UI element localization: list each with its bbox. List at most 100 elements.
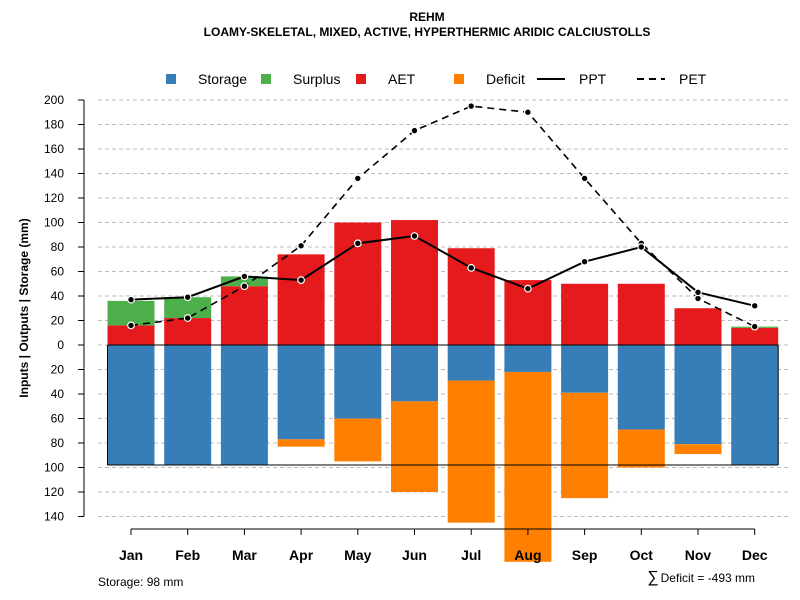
y-tick-label: 20	[51, 314, 65, 328]
ppt-point	[694, 288, 702, 297]
deficit-bar	[674, 444, 722, 455]
y-tick-label: 0	[57, 338, 64, 352]
legend-swatch	[166, 74, 176, 84]
x-tick-label: Mar	[232, 547, 257, 563]
storage-bar	[391, 345, 438, 402]
storage-bar	[164, 345, 212, 466]
ppt-point	[183, 293, 192, 302]
aet-bar	[277, 254, 325, 345]
pet-point	[183, 314, 192, 322]
x-axis: Jan Feb Mar Apr May Jun Jul Aug Sep Oct Nov Dec	[119, 528, 768, 563]
ppt-point	[297, 276, 306, 284]
sum-symbol: ∑	[647, 569, 658, 586]
x-tick-label: Jun	[402, 547, 427, 563]
deficit-bar	[277, 439, 325, 447]
y-tick-label: 80	[51, 436, 65, 450]
y-tick-label: 60	[51, 412, 65, 426]
y-tick-label: 140	[44, 510, 64, 524]
chart-title: REHM	[409, 10, 444, 24]
legend-label: AET	[388, 71, 416, 87]
legend-label: PPT	[579, 71, 607, 87]
x-tick-label: Aug	[514, 547, 541, 563]
ppt-line	[130, 234, 755, 307]
x-tick-label: Jan	[119, 547, 143, 563]
pet-line	[130, 105, 756, 328]
pet-point	[410, 126, 419, 135]
deficit-note: ∑ Deficit = -493 mm	[647, 569, 755, 586]
y-tick-label: 180	[44, 118, 64, 132]
bars-group	[107, 220, 779, 562]
ppt-point	[524, 284, 532, 293]
y-tick-label: 160	[44, 142, 64, 156]
x-tick-label: Feb	[175, 547, 200, 563]
x-tick-label: Nov	[685, 547, 712, 563]
surplus-bar	[220, 276, 268, 287]
storage-bar	[277, 345, 325, 440]
x-tick-label: Oct	[630, 547, 654, 563]
storage-bar	[447, 345, 495, 381]
y-tick-label: 40	[51, 387, 65, 401]
legend-label: Surplus	[293, 71, 340, 87]
y-tick-label: 200	[44, 93, 64, 107]
x-tick-label: Sep	[572, 547, 598, 563]
storage-bar	[220, 345, 268, 466]
ppt-point	[580, 257, 589, 266]
ppt-point	[127, 295, 135, 304]
y-tick-label: 120	[44, 191, 64, 205]
aet-bar	[731, 327, 779, 345]
deficit-bar	[561, 392, 609, 499]
storage-bar	[561, 345, 609, 393]
aet-bar	[164, 318, 212, 345]
storage-bar	[731, 345, 779, 466]
deficit-bar	[617, 429, 665, 468]
ppt-point	[750, 301, 759, 310]
storage-bar	[107, 345, 155, 466]
surplus-bar	[107, 300, 155, 326]
storage-bar	[674, 345, 722, 445]
y-tick-label: 60	[51, 265, 65, 279]
aet-bar	[674, 308, 722, 345]
y-tick-label: 80	[51, 240, 65, 254]
legend-label: Deficit	[486, 71, 525, 87]
lines-group	[127, 102, 759, 331]
ppt-point	[240, 272, 249, 281]
deficit-text: Deficit = -493 mm	[661, 571, 755, 585]
legend-label: PET	[679, 71, 707, 87]
pet-point	[297, 241, 306, 250]
legend-swatch	[261, 74, 271, 84]
aet-bar	[220, 286, 268, 345]
y-tick-label: 20	[51, 363, 65, 377]
pet-point	[524, 108, 532, 117]
x-tick-label: Dec	[742, 547, 768, 563]
x-tick-label: May	[344, 547, 371, 563]
deficit-bar	[447, 380, 495, 523]
pet-point	[467, 102, 476, 111]
ppt-point	[410, 232, 419, 240]
deficit-bar	[391, 401, 438, 492]
y-axis-label: Inputs | Outputs | Storage (mm)	[17, 218, 31, 397]
ppt-point	[353, 239, 362, 248]
aet-bar	[617, 283, 665, 345]
aet-bar	[447, 248, 495, 345]
chart-subtitle: LOAMY-SKELETAL, MIXED, ACTIVE, HYPERTHER…	[204, 25, 651, 39]
x-tick-label: Jul	[461, 547, 481, 563]
aet-bar	[561, 283, 609, 345]
legend: Storage Surplus AET Deficit PPT PET	[166, 71, 707, 87]
x-tick-label: Apr	[289, 547, 314, 563]
aet-bar	[107, 325, 155, 345]
pet-point	[750, 322, 759, 331]
surplus-bar	[164, 297, 212, 319]
ppt-point	[467, 263, 476, 272]
ppt-point	[637, 243, 646, 251]
y-tick-label: 120	[44, 485, 64, 499]
y-axis: 2001801601401201008060402002040608010012…	[44, 93, 85, 524]
storage-bar	[334, 345, 382, 419]
deficit-bar	[334, 418, 382, 462]
pet-point	[580, 174, 589, 183]
y-tick-label: 100	[44, 216, 64, 230]
legend-label: Storage	[198, 71, 247, 87]
storage-bar	[617, 345, 665, 430]
storage-bar	[504, 345, 552, 372]
pet-point	[240, 282, 249, 291]
